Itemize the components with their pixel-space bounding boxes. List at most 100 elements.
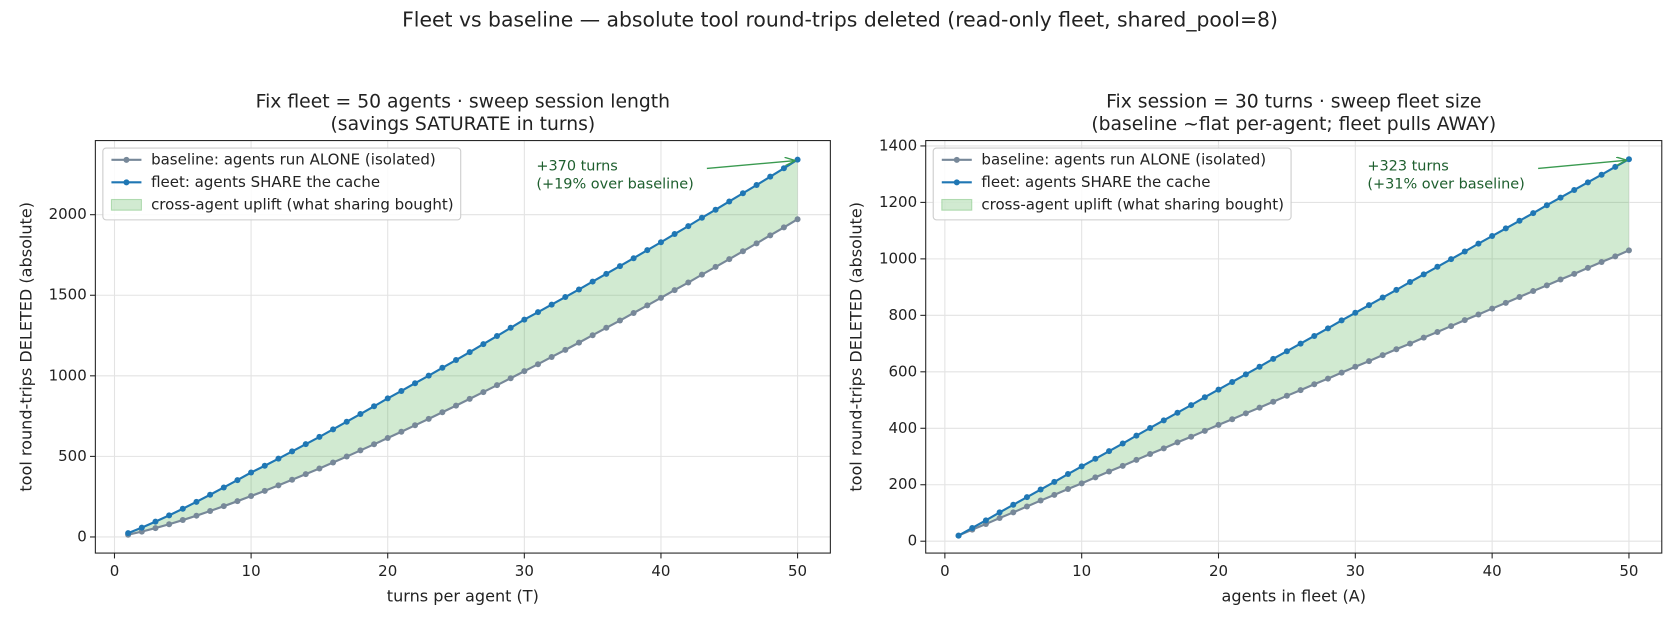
point [630,255,637,262]
point [780,165,787,172]
point [1324,375,1331,382]
x-axis-label: agents in fleet (A) [1222,587,1366,606]
point [1201,394,1208,401]
point [494,333,501,340]
y-tick-label: 0 [77,527,87,545]
point [466,349,473,356]
point [1092,474,1099,481]
point [480,389,487,396]
point [996,509,1003,516]
point [671,231,678,238]
point [261,487,268,494]
point [630,309,637,316]
point [1311,381,1318,388]
point [1475,311,1482,318]
point [1584,179,1591,186]
point [302,441,309,448]
annotation-arrow [1538,160,1626,170]
point [1557,276,1564,283]
point [589,332,596,339]
point [1543,282,1550,289]
point [1502,225,1509,232]
y-tick-label: 1000 [879,249,917,267]
point [753,240,760,247]
point [220,503,227,510]
point [1215,386,1222,393]
x-tick-label: 30 [515,562,534,580]
point [1489,305,1496,312]
legend-swatch [110,198,142,211]
point [453,357,460,364]
x-tick-label: 20 [1209,562,1228,580]
x-tick-label: 30 [1346,562,1365,580]
point [1338,369,1345,376]
legend-swatch [953,179,960,186]
point [616,263,623,270]
point [1516,217,1523,224]
point [548,353,555,360]
point [125,530,132,537]
subplot-title: (baseline ~flat per-agent; fleet pulls A… [1091,114,1496,135]
point [1283,392,1290,399]
point [343,418,350,425]
point [1160,417,1167,424]
point [739,248,746,255]
point [1188,433,1195,440]
point [698,271,705,278]
point [1119,440,1126,447]
annotation: (+19% over baseline) [536,176,693,192]
point [1283,348,1290,355]
point [1010,501,1017,508]
y-tick-label: 500 [58,447,87,465]
point [1051,478,1058,485]
point [439,409,446,416]
point [1393,346,1400,353]
point [1174,439,1181,446]
point [193,498,200,505]
point [1434,328,1441,335]
point [794,156,801,163]
point [398,387,405,394]
point [1037,497,1044,504]
point [1543,202,1550,209]
y-tick-label: 600 [889,362,918,380]
point [193,512,200,519]
legend-box [932,147,1292,221]
point [384,395,391,402]
point [275,482,282,489]
point [179,505,186,512]
point [1612,163,1619,170]
axes-frame [925,140,1663,554]
annotation: +323 turns [1367,158,1449,174]
point [275,455,282,462]
point [166,512,173,519]
point [316,465,323,472]
point [1106,448,1113,455]
point [1010,509,1017,516]
point [152,525,159,532]
point [357,447,364,454]
point [671,287,678,294]
x-tick-label: 0 [110,562,120,580]
point [1119,462,1126,469]
point [1598,258,1605,265]
point [1420,334,1427,341]
point [248,493,255,500]
point [453,402,460,409]
point [1215,421,1222,428]
point [767,173,774,180]
point [1174,409,1181,416]
point [1461,248,1468,255]
point [1448,323,1455,330]
point [1530,288,1537,295]
point [955,532,962,539]
point [1133,456,1140,463]
point [1147,424,1154,431]
point [1037,486,1044,493]
point [371,441,378,448]
point [371,403,378,410]
x-tick-label: 50 [788,562,807,580]
point [166,521,173,528]
point [534,309,541,316]
